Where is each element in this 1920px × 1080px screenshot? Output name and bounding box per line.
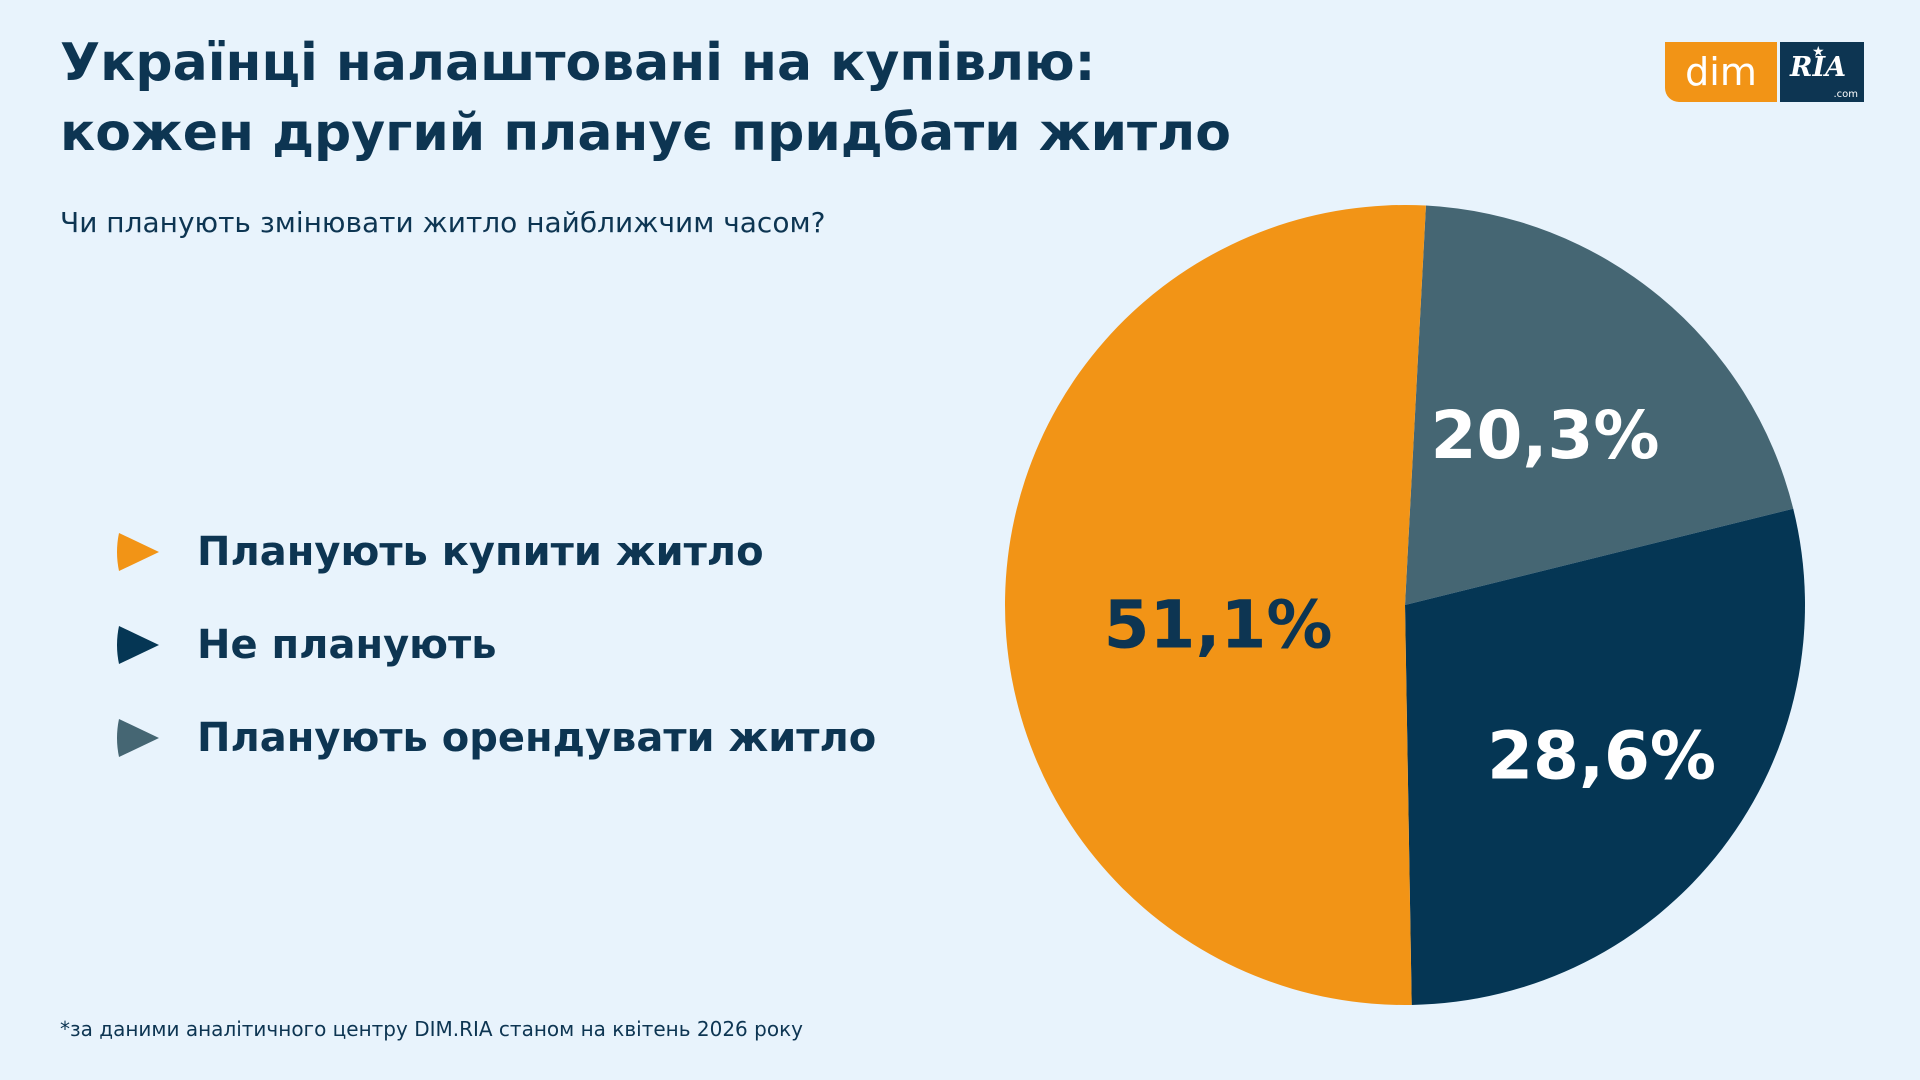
legend-marker-icon — [117, 625, 159, 664]
chart-legend: Планують купити житло Не планують Планую… — [115, 505, 876, 784]
logo-ria-part: ★ RIA .com — [1780, 42, 1864, 102]
pie-slice — [1405, 205, 1794, 605]
legend-marker-icon — [117, 718, 159, 757]
pie-chart: 20,3% 28,6% 51,1% — [1004, 205, 1805, 1005]
source-footnote: *за даними аналітичного центру DIM.RIA с… — [60, 1017, 803, 1041]
dim-ria-logo: dim ★ RIA .com — [1665, 42, 1864, 102]
logo-ria-suffix: .com — [1833, 89, 1858, 100]
slice-value-label: 20,3% — [1431, 397, 1660, 474]
title-line-1: Українці налаштовані на купівлю: — [60, 33, 1096, 93]
legend-item-rent: Планують орендувати житло — [115, 691, 876, 784]
legend-label: Планують купити житло — [197, 528, 764, 575]
legend-item-buy: Планують купити житло — [115, 505, 876, 598]
logo-dim-part: dim — [1665, 42, 1777, 102]
star-icon: ★ — [1812, 44, 1825, 60]
page-title: Українці налаштовані на купівлю: кожен д… — [60, 28, 1231, 168]
pie-slice — [1405, 508, 1805, 1005]
logo-ria-text: RIA — [1790, 52, 1847, 83]
pie-slice — [1004, 205, 1426, 1005]
legend-label: Планують орендувати житло — [197, 714, 877, 761]
slice-value-label: 51,1% — [1104, 587, 1333, 664]
chart-question: Чи планують змінювати житло найближчим ч… — [60, 206, 826, 239]
slice-value-label: 28,6% — [1487, 718, 1716, 795]
title-line-2: кожен другий планує придбати житло — [60, 103, 1231, 163]
legend-marker-icon — [117, 532, 159, 571]
legend-item-not-planning: Не планують — [115, 598, 876, 691]
legend-label: Не планують — [197, 621, 497, 668]
